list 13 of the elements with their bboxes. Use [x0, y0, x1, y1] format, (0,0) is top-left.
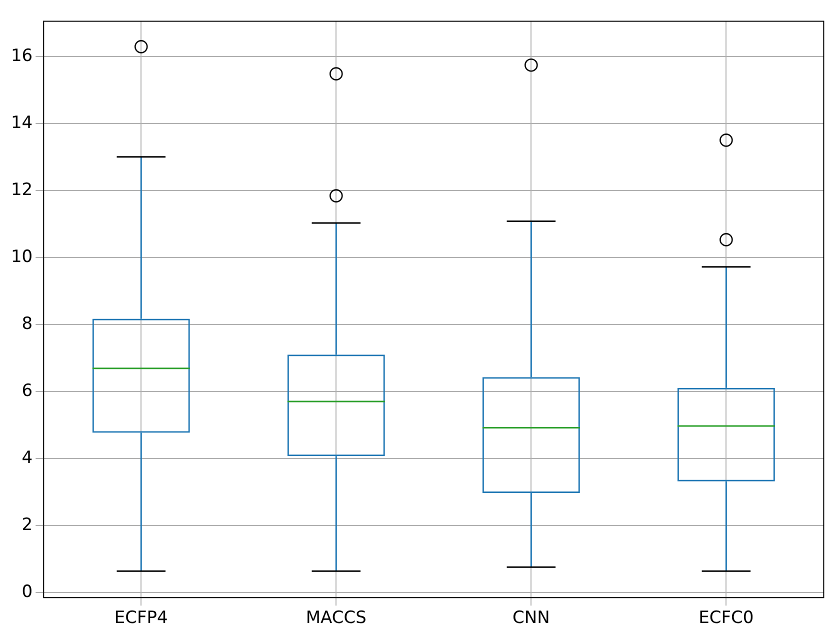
y-tick-label: 4 — [22, 448, 33, 468]
x-tick-label: ECFP4 — [114, 608, 168, 628]
y-tick-label: 10 — [10, 246, 33, 267]
y-tick-label: 12 — [10, 180, 33, 200]
y-tick-label: 16 — [10, 46, 33, 66]
y-tick-label: 0 — [22, 582, 33, 602]
x-tick-label: MACCS — [306, 608, 366, 628]
y-tick-label: 6 — [22, 380, 33, 401]
y-tick-label: 8 — [22, 314, 33, 334]
x-tick-label: ECFC0 — [698, 608, 754, 628]
y-tick-label: 14 — [10, 112, 33, 133]
x-tick-label: CNN — [512, 608, 550, 628]
y-tick-label: 2 — [22, 514, 33, 535]
